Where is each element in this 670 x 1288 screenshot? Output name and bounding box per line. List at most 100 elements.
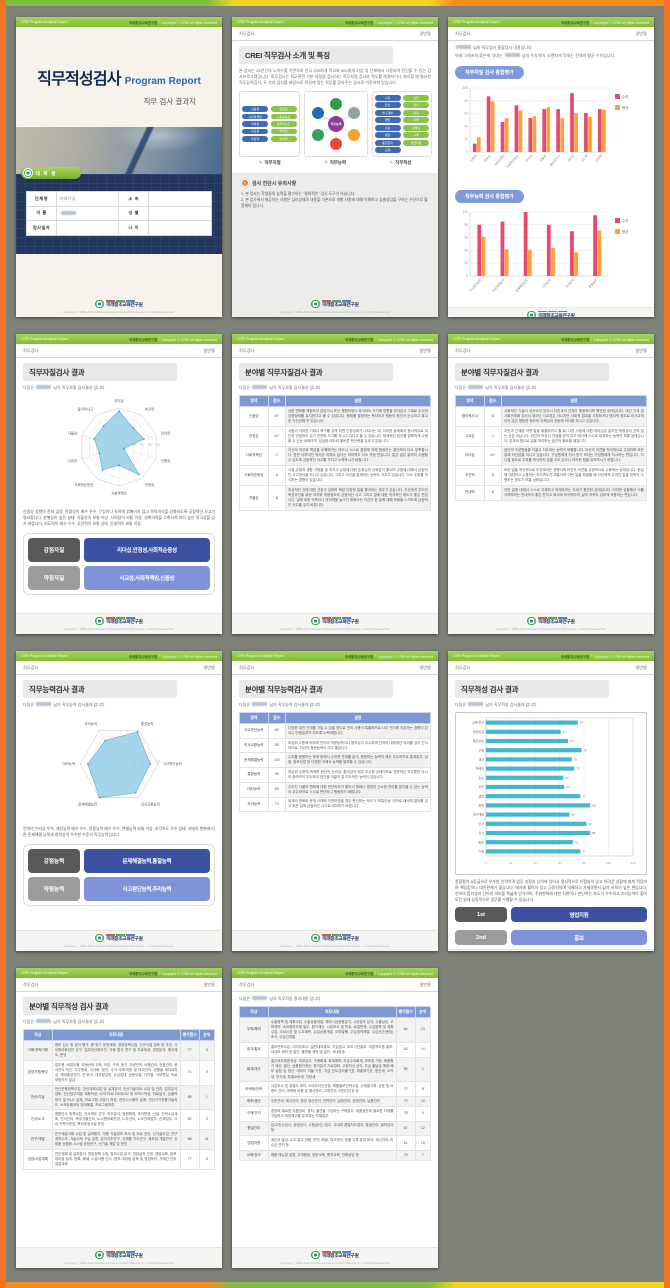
- table-cell: 합리적사고: [455, 406, 485, 427]
- table-row: 회계/재무 결산재무제표작성, 외부감사, 구매회계, 회계예측, 자금수지회계,…: [239, 1056, 432, 1083]
- ability-bar-chart: 0 20 40 60 80 100 사고판단능력 의사교환능력 문제해결능력 대처능력 추리능력 통찰…: [455, 206, 647, 307]
- header-report-title: CREI Program Analysis Report: [237, 337, 284, 341]
- header-report-title: CREI Program Analysis Report: [21, 337, 68, 341]
- intro-text: 님의 직무검사 종합검사 내용입니다.: [473, 45, 533, 50]
- table-row: 신중성 A+ 심한 변화를 체험하지 않았거나 또는 체험하였다 하더라도 거기에 …: [239, 406, 432, 427]
- crei-mini-logo-icon: [23, 168, 33, 178]
- table-cell: 수출정책 및 계획수립, 수출상품개발, 해외시장동향분석, 시장정보 분석, …: [267, 1017, 397, 1043]
- svg-text:100: 100: [606, 861, 611, 865]
- factor-pill: 회계: [403, 109, 429, 116]
- svg-text:홍보: 홍보: [478, 775, 484, 780]
- strength-label: 강점자질: [28, 538, 80, 563]
- table-cell: 집단의 구성원들을 이끌고 지도하는 능력이 탁월합니다. 자신의 의견을 적극…: [500, 445, 648, 467]
- svg-text:합리적사고: 합리적사고: [78, 406, 94, 411]
- factor-pill: 합리적사고: [270, 121, 297, 127]
- table-row: 추진력 B 모든 일을 적극적으로 추진하려는 경향이며 타인의 의견을 긍정적으로…: [455, 465, 648, 487]
- notice-title: 검사 진단시 유의사항: [252, 180, 297, 187]
- table-row: 경영지원/총무 업무용, 비업무용, 부동산의 취득, 보존, 가옥, 등기, 차…: [23, 1059, 216, 1086]
- table-cell: 사회 규범과 생활 규범을 잘 지키고 상대에 대한 존경심과 신뢰감이 좋으며…: [284, 465, 432, 487]
- footer-org-name: 미래창조교육연구원: [322, 619, 359, 625]
- table-row: 안정성 A+ 사람이 어떠한 기대나 욕구를 갖게 되면 긴장상태가 나타나는 데,…: [239, 425, 432, 447]
- intro-text: 님의 직무능력 검사결과 입니다.: [269, 702, 322, 707]
- svg-text:리더십: 리더십: [566, 153, 575, 163]
- svg-text:사교성: 사교성: [524, 153, 533, 163]
- intro-line-2: 아래 그래프의 붉은색 막대는 님의 수치이며, 오렌지색 막대는 전체의 평균…: [455, 53, 647, 59]
- table-cell: 제품 매뉴얼 설명, 고객응대, 방문교육, 원격교육, 전화상담 등: [267, 1149, 397, 1161]
- subheader-audience: 일반용: [203, 982, 215, 987]
- intro-line: 다음은 님의 직무자질 검사결과 입니다.: [23, 1019, 215, 1025]
- table-cell: 광고/홍보: [239, 1041, 269, 1058]
- page-subheader: 직무검사 일반용: [232, 344, 438, 358]
- footer-copyright: Copyright ⓒ 1999~2014 Creative Institute…: [279, 627, 391, 631]
- crei-logo-icon: [527, 310, 536, 317]
- aptitude-result-table: 적성 직무내용 평가점수 순위 기획/전략기획 정보 입수 및 분석·평가, 중·장기 운…: [23, 1029, 216, 1170]
- svg-text:40: 40: [533, 861, 537, 865]
- table-cell: 수치를 응용하는 문제 등에서 수리적 관계를 분석, 종합하는 능력이 매우 …: [284, 752, 432, 769]
- page-aptitude-table-1: CREI Program Analysis Report 미래창조교육연구원 |…: [16, 968, 222, 1268]
- crei-logo-icon: [527, 616, 536, 626]
- subheader-audience: 일반용: [419, 665, 431, 670]
- frame-bottom-stripe: [0, 1282, 670, 1288]
- table-cell: 기획/전략기획: [23, 1040, 53, 1061]
- table-cell: 68: [179, 1129, 200, 1151]
- page-aptitude-result: CREI Program Analysis Report 미래창조교육연구원 |…: [448, 651, 654, 951]
- intro-text: 님의 직무자질 검사결과 입니다.: [53, 385, 106, 390]
- svg-text:추진력: 추진력: [145, 406, 154, 411]
- table-cell: 70: [267, 796, 286, 813]
- subheader-test-name: 직무검사: [455, 665, 471, 670]
- header-separator: |: [374, 337, 376, 341]
- table-cell: 78: [395, 1105, 416, 1122]
- table-row: 추리능력 70 외계의 변화와 문제 사태에 직면하였을 경우 판단하는 속도가 '…: [239, 796, 432, 813]
- crei-logo-icon: [95, 1250, 104, 1260]
- logo-tagline-bars: [106, 617, 136, 619]
- header-org-name: 미래창조교육연구원: [345, 971, 374, 976]
- subheader-test-name: 직무검사: [455, 348, 471, 353]
- table-cell: 64: [395, 1017, 416, 1043]
- page-header-bar: CREI Program Analysis Report 미래창조교육연구원 |…: [16, 17, 222, 27]
- footer-copyright: Copyright ⓒ 1999~2014 Creative Institute…: [63, 1261, 175, 1265]
- logo-tagline-bars: [538, 617, 568, 619]
- svg-text:사회적순응성: 사회적순응성: [74, 482, 93, 487]
- footer-org-name: 미래창조교육연구원: [106, 936, 143, 942]
- factor-pill: 품질관리: [374, 139, 401, 146]
- table-row: 사교성 C 자신과 관계된 어떤 일을 해결하려고 할 때, 다른 사람에 대한 의…: [455, 425, 648, 447]
- column-header: 설명: [284, 712, 432, 724]
- table-cell: 계산서 발급, 수주 발주 전화, 운전, 배달, 창고관리, 현황 기록 유지…: [267, 1135, 397, 1151]
- svg-text:품질관리: 품질관리: [473, 738, 484, 743]
- table-cell: 연구개발기획 수립 및 실적평가, 각종 기술정보 조사 및 자료 관리, 신기…: [51, 1129, 181, 1151]
- subheader-test-name: 직무검사: [239, 31, 255, 36]
- svg-text:20: 20: [464, 137, 468, 141]
- table-cell: 업무용, 비업무용, 부동산의 취득, 보존, 가옥, 등기, 차량관리, 비품…: [51, 1059, 181, 1086]
- logo-tagline-bars: [322, 934, 352, 936]
- intro-text: 님의 직무자질 검사결과 입니다.: [53, 1019, 106, 1024]
- strength-weakness-box: 강점자질 리더십,안정성,사회적순응성 약점자질 사교성,사회적책임,신중성: [23, 533, 215, 596]
- jaqil-factors-box: 신중성 안정성 사회적책임 사회순응성 자율성 합리적사고 사교성 리더십 추진력 인내력: [239, 91, 300, 157]
- rank-2-job: 홍보: [511, 930, 647, 946]
- svg-text:72: 72: [576, 767, 580, 771]
- svg-text:영업: 영업: [478, 793, 484, 798]
- crei-logo-icon: [311, 299, 320, 309]
- svg-text:수치: 수치: [622, 218, 629, 223]
- target-audience-badge: 대 학 생: [21, 167, 81, 179]
- subheader-audience: 일반용: [203, 348, 215, 353]
- table-cell: 8: [414, 1081, 432, 1098]
- page-jaqil-table-2: CREI Program Analysis Report 미래창조교육연구원 |…: [448, 334, 654, 634]
- table-cell: 인내력: [455, 485, 485, 501]
- table-cell: 리더십: [455, 445, 485, 467]
- redacted-name: [252, 385, 268, 390]
- subheader-audience: 일반용: [635, 31, 647, 36]
- header-report-title: CREI Program Analysis Report: [453, 654, 500, 658]
- footer-org-name: 미래창조교육연구원: [322, 302, 359, 308]
- header-org-name: 미래창조교육연구원: [561, 654, 590, 659]
- column-header: 설명: [284, 395, 432, 407]
- svg-text:문제해결능력: 문제해결능력: [78, 802, 97, 807]
- table-cell: 전산운용정책수립, 전산계획수립 및 실계분석, 전산기술자료 수집 및 관리,…: [51, 1084, 181, 1111]
- table-cell: 3: [198, 1109, 216, 1131]
- factor-pill: 인내력: [270, 136, 297, 142]
- header-separator: |: [590, 654, 592, 658]
- info-row: 검사일자 나 이: [26, 220, 212, 236]
- crei-logo-icon: [95, 299, 104, 309]
- footer-copyright: Copyright ⓒ 1999~2014 Creative Institute…: [63, 310, 175, 314]
